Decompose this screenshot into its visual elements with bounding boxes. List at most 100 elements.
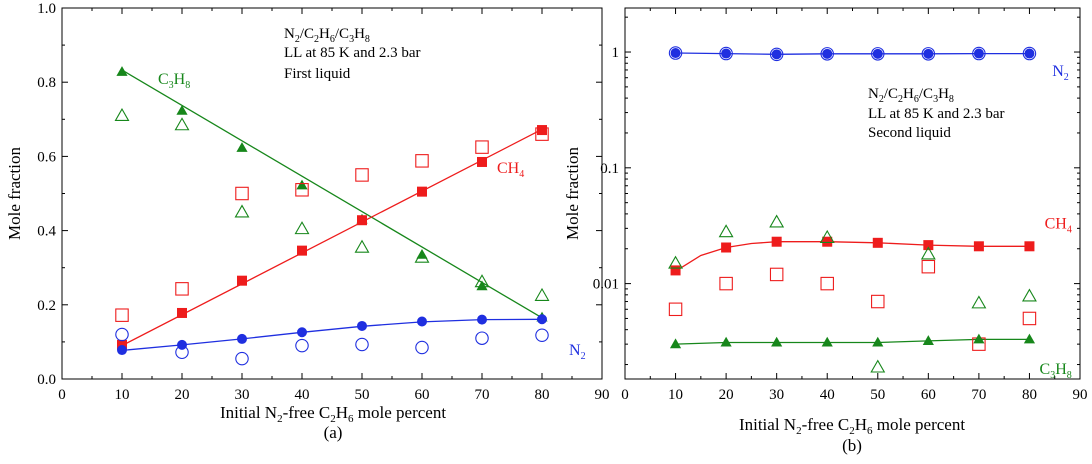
ch4-filled-point: [537, 125, 547, 136]
n2-label: N2: [1052, 63, 1069, 83]
x-tick-label: 80: [535, 387, 550, 403]
ch4-fit-line: [121, 128, 543, 347]
ch4-filled-point: [872, 237, 883, 248]
annotation-formula-sub: 2: [898, 94, 903, 105]
ch4-open-point: [175, 282, 189, 296]
n2-filled-point: [357, 320, 367, 331]
annotation-formula-part: H: [938, 86, 949, 102]
c3h8-label-sub: 8: [1067, 370, 1072, 381]
n2-open-point: [415, 340, 429, 355]
x-tick-label: 90: [595, 387, 610, 403]
x-axis-label-sub: 2: [330, 413, 336, 425]
n2-label: N2: [569, 342, 586, 362]
n2-open-point: [972, 46, 986, 61]
annotation-formula-sub: 3: [349, 34, 354, 45]
n2-filled-point: [297, 327, 307, 338]
ch4-filled-point: [417, 186, 427, 197]
y-axis-label: Mole fraction: [563, 147, 582, 240]
ch4-open-point: [719, 276, 733, 291]
n2-filled-point: [771, 49, 782, 60]
x-axis-label: Initial N2-free C2H6 mole percent: [739, 415, 965, 437]
x-tick-label: 60: [921, 387, 936, 403]
annotation-formula-sub: 2: [314, 34, 319, 45]
n2-filled-point: [973, 48, 984, 59]
ch4-open-point: [769, 267, 784, 282]
ch4-filled-point: [670, 265, 681, 276]
c3h8-label: C3H8: [158, 71, 190, 91]
annotation-line: N2/C2H6/C3H8: [868, 86, 954, 105]
n2-open-point: [115, 327, 129, 342]
y-tick-label: 0.8: [37, 75, 56, 91]
ch4-filled-point: [297, 245, 307, 256]
c3h8-filled-point: [720, 336, 732, 347]
n2-label-base: N: [1052, 63, 1064, 80]
x-tick-label: 20: [175, 387, 190, 403]
c3h8-open-point: [354, 239, 370, 253]
annotation-formula-part: /C: [335, 26, 349, 42]
n2-open-point: [295, 338, 309, 353]
c3h8-fit-line: [121, 69, 543, 319]
x-tick-label: 10: [668, 387, 683, 403]
ch4-label: CH4: [1045, 215, 1072, 235]
c3h8-open-point: [920, 246, 936, 260]
c3h8-label-base: C: [1040, 361, 1051, 378]
annotation-formula-part: H: [354, 26, 365, 42]
ch4-label-base: CH: [1045, 215, 1068, 232]
c3h8-open-point: [114, 107, 130, 122]
ch4-label-sub: 4: [1067, 224, 1072, 235]
n2-open-point: [668, 46, 683, 60]
c3h8-filled-point: [116, 66, 128, 76]
c3h8-open-point: [1021, 288, 1037, 302]
x-tick-label: 0: [58, 387, 66, 403]
c3h8-label-mid: H: [174, 71, 186, 88]
c3h8-open-point: [294, 221, 310, 235]
x-axis-label-sub: 6: [867, 425, 873, 437]
ch4-filled-point: [923, 240, 934, 251]
x-axis-label-part: -free C: [802, 415, 850, 434]
annotation-formula-part: H: [319, 26, 330, 42]
n2-fit-line: [675, 52, 1030, 55]
plot-frame: [624, 7, 1081, 380]
n2-open-point: [535, 328, 549, 342]
annotation-formula-sub: 8: [949, 94, 954, 105]
ch4-open-point: [921, 259, 936, 274]
c3h8-filled-point: [1023, 333, 1036, 344]
c3h8-label-sub: 3: [1050, 370, 1055, 381]
y-tick-label: 0.01: [593, 277, 619, 293]
c3h8-filled-point: [872, 336, 884, 347]
annotation-line: Second liquid: [868, 125, 951, 141]
annotation-formula-part: N: [868, 86, 879, 102]
annotation-formula-sub: 3: [933, 94, 938, 105]
ch4-open-point: [355, 168, 369, 182]
n2-open-point: [1022, 46, 1037, 61]
annotation-formula-sub: 2: [879, 94, 884, 105]
x-axis-label-sub: 6: [348, 413, 354, 425]
ch4-open-point: [115, 308, 129, 322]
x-tick-label: 60: [415, 387, 430, 403]
n2-filled-point: [1024, 48, 1035, 59]
x-axis-label-part: Initial N: [739, 415, 796, 434]
annotation-line: LL at 85 K and 2.3 bar: [284, 45, 421, 61]
ch4-label: CH4: [497, 160, 524, 180]
ch4-filled-point: [237, 275, 247, 286]
ch4-open-point: [668, 302, 683, 317]
ch4-filled-point: [721, 242, 732, 253]
c3h8-filled-point: [922, 335, 934, 345]
ch4-open-point: [820, 276, 834, 291]
x-tick-label: 50: [355, 387, 370, 403]
ch4-filled-point: [477, 156, 487, 167]
n2-filled-point: [177, 339, 187, 350]
n2-filled-point: [417, 316, 427, 327]
x-axis-label-sub: 2: [796, 425, 802, 437]
n2-filled-point: [237, 333, 247, 344]
ch4-filled-point: [771, 236, 782, 247]
c3h8-label-sub: 3: [169, 80, 174, 91]
c3h8-filled-point: [821, 336, 833, 347]
panel-label: (b): [842, 436, 862, 455]
x-tick-label: 50: [870, 387, 885, 403]
c3h8-open-point: [718, 224, 734, 238]
x-axis-label-part: mole percent: [873, 415, 966, 434]
x-axis-label-part: Initial N: [220, 403, 277, 422]
x-tick-label: 70: [971, 387, 986, 403]
